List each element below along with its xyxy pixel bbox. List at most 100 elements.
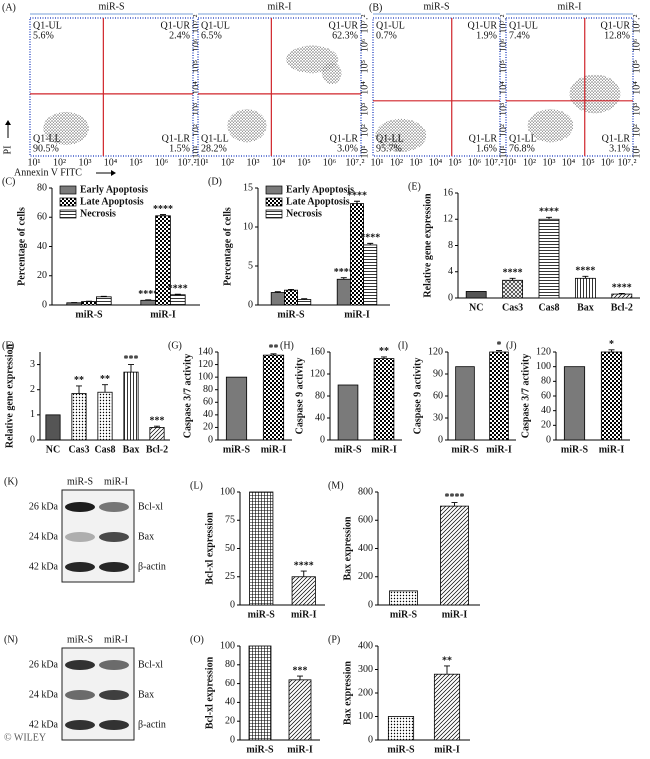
protein-name: Bax xyxy=(138,689,154,700)
plot-title: miR-I xyxy=(268,1,292,12)
x-tick-label: Cas8 xyxy=(94,444,115,455)
y-axis-label: Caspase 9 activity xyxy=(412,358,423,435)
bar xyxy=(123,371,139,441)
y-tick-label: 120 xyxy=(536,346,551,357)
band-size: 42 kDa xyxy=(29,561,59,572)
blot-band xyxy=(65,562,95,572)
error-bar xyxy=(102,384,108,393)
band-size: 26 kDa xyxy=(29,501,59,512)
quadrant-value: 7.4% xyxy=(509,30,530,41)
legend-label: Early Apoptosis xyxy=(80,184,148,195)
bar xyxy=(538,218,560,299)
y-tick-label: 0 xyxy=(230,599,235,610)
y-tick-label: 100 xyxy=(198,371,213,382)
error-bar xyxy=(546,216,552,220)
blot-band xyxy=(99,660,129,670)
bar xyxy=(248,645,272,741)
error-bar xyxy=(451,502,458,507)
y-tick-label: 100 xyxy=(358,711,373,722)
x-tick-label: 10³ xyxy=(410,157,423,168)
significance-label: * xyxy=(609,339,614,350)
blot-band xyxy=(99,502,129,512)
y-tick-label: 90 xyxy=(433,368,443,379)
bar xyxy=(169,294,186,306)
y-tick-label: 10⁷.² xyxy=(631,15,642,34)
bar xyxy=(563,366,586,441)
error-bar xyxy=(274,291,281,293)
error-bar xyxy=(270,353,277,356)
x-tick-label: miR-S xyxy=(387,744,415,755)
quadrant-value: 1.5% xyxy=(169,143,190,154)
legend-swatch xyxy=(59,185,77,195)
y-tick-label: 25 xyxy=(225,571,235,582)
y-tick-label: 10⁵ xyxy=(498,60,509,74)
x-tick-label: miR-I xyxy=(261,444,287,455)
quadrant-value: 5.6% xyxy=(33,30,54,41)
y-tick-label: 75 xyxy=(225,515,235,526)
y-tick-label: 10⁶ xyxy=(631,38,642,52)
x-tick-label: 10³ xyxy=(247,157,260,168)
axis-label: Annexin V FITC xyxy=(14,167,82,178)
y-tick-label: 0 xyxy=(320,434,325,445)
band-size: 24 kDa xyxy=(29,531,59,542)
x-tick-label: Bcl-2 xyxy=(611,302,633,313)
quadrant-name: Q1-LL xyxy=(201,133,229,144)
x-tick-label: miR-S xyxy=(561,444,589,455)
error-bar xyxy=(509,277,516,281)
event-cloud xyxy=(569,74,621,114)
quadrant-value: 12.8% xyxy=(604,30,630,41)
significance-label: *** xyxy=(150,415,165,426)
x-tick-label: 10⁷.² xyxy=(346,157,365,168)
plot-title: miR-S xyxy=(98,1,124,12)
error-bar xyxy=(76,385,82,394)
error-bar xyxy=(160,214,166,216)
x-tick-label: miR-I xyxy=(371,444,397,455)
y-tick-label: 100 xyxy=(536,361,551,372)
y-tick-label: 10⁴ xyxy=(498,81,509,95)
error-bar xyxy=(354,200,360,204)
y-tick-label: 10⁶ xyxy=(191,38,202,52)
y-tick-label: 0 xyxy=(30,434,35,445)
y-tick-label: 16 xyxy=(443,187,453,198)
y-axis-label: Percentage of cells xyxy=(222,207,233,286)
y-tick-label: 40 xyxy=(315,412,325,423)
significance-label: **** xyxy=(539,207,559,218)
quadrant-name: Q1-UR xyxy=(468,20,498,31)
panel-label: (G) xyxy=(168,340,182,351)
y-tick-label: 50 xyxy=(225,543,235,554)
quadrant-name: Q1-UR xyxy=(601,20,631,31)
quadrant-value: 0.7% xyxy=(376,30,397,41)
error-bar xyxy=(340,277,347,280)
y-axis-label: Caspase 3/7 activity xyxy=(182,354,193,438)
panel-label: (L) xyxy=(190,480,203,491)
error-bar xyxy=(301,298,308,300)
bar xyxy=(140,299,157,306)
y-tick-label: 20 xyxy=(541,420,551,431)
legend-swatch xyxy=(265,209,283,219)
error-bar xyxy=(618,292,625,295)
bar xyxy=(440,505,469,606)
y-tick-label: 160 xyxy=(310,346,325,357)
legend-label: Necrosis xyxy=(286,208,322,219)
bar xyxy=(291,576,316,606)
y-tick-label: 2 xyxy=(30,384,35,395)
x-tick-label: Cas3 xyxy=(68,444,89,455)
bar xyxy=(433,673,461,741)
y-tick-label: 400 xyxy=(358,543,373,554)
quadrant-value: 62.3% xyxy=(332,30,358,41)
panel-label: (A) xyxy=(2,2,16,13)
blot-band xyxy=(65,690,95,700)
legend-label: Early Apoptosis xyxy=(286,184,354,195)
y-tick-label: 20 xyxy=(203,422,213,433)
y-tick-label: 400 xyxy=(358,640,373,651)
quadrant-name: Q1-UL xyxy=(33,20,62,31)
significance-label: *** xyxy=(124,354,139,365)
bar xyxy=(45,414,61,441)
error-bar xyxy=(444,665,450,675)
y-tick-label: 10³ xyxy=(631,103,642,116)
x-tick-label: 10¹ xyxy=(504,157,517,168)
legend-label: Late Apoptosis xyxy=(286,196,350,207)
quadrant-value: 28.2% xyxy=(201,143,227,154)
x-tick-label: 10³ xyxy=(543,157,556,168)
panel-label: (P) xyxy=(328,634,340,645)
